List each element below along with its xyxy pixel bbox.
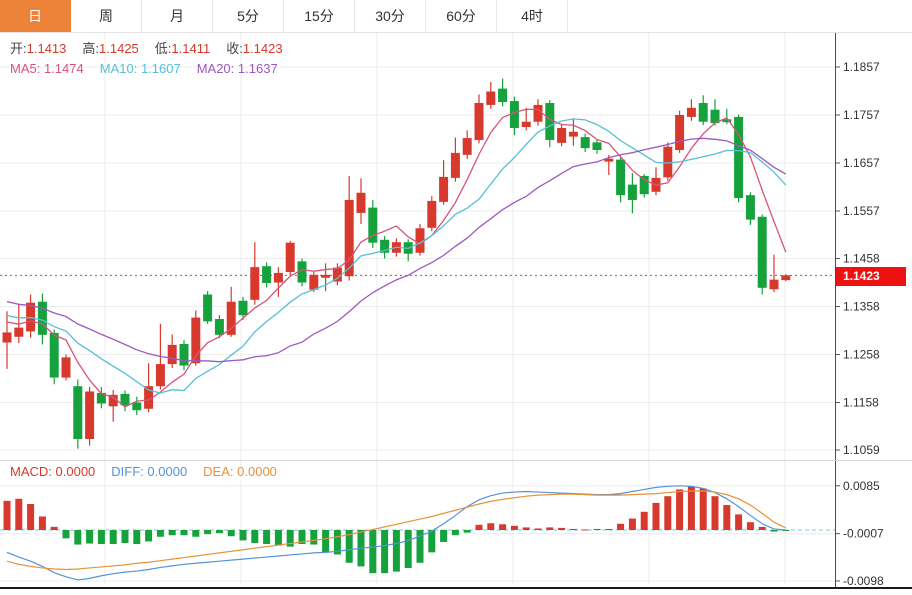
tab-day[interactable]: 日 [0,0,71,32]
tab-15min[interactable]: 15分 [284,0,355,32]
chart-bottom-border [0,587,912,589]
price-axis-labels: 1.1857 1.1757 1.1657 1.1557 1.1458 1.1358 1.12… [835,60,880,457]
timeframe-toolbar: 日 周 月 5分 15分 30分 60分 4时 [0,0,912,33]
tab-week[interactable]: 周 [71,0,142,32]
tab-week-label: 周 [99,8,113,24]
svg-text:-0.0007: -0.0007 [843,527,884,541]
panel-divider [0,460,912,461]
macd-axis-labels: 0.0085 -0.0007 -0.0098 [835,479,884,588]
tab-4hour-label: 4时 [521,8,543,24]
price-axis-border [835,32,836,588]
ma20-line [6,137,787,363]
svg-text:1.1557: 1.1557 [843,204,880,218]
svg-text:1.1059: 1.1059 [843,443,880,457]
tab-5min-label: 5分 [237,8,259,24]
svg-text:-0.0098: -0.0098 [843,574,884,588]
svg-text:1.1458: 1.1458 [843,252,880,266]
candles [2,78,791,449]
diff-line [6,485,786,581]
tab-month-label: 月 [170,8,184,24]
tab-4hour[interactable]: 4时 [497,0,568,32]
macd-histogram [3,486,790,574]
tab-month[interactable]: 月 [142,0,213,32]
gridlines [0,33,835,585]
tab-day-label: 日 [28,8,42,24]
svg-text:1.1757: 1.1757 [843,108,880,122]
ma5-line [6,108,787,408]
tab-60min[interactable]: 60分 [426,0,497,32]
svg-text:1.1258: 1.1258 [843,348,880,362]
tab-30min[interactable]: 30分 [355,0,426,32]
tab-15min-label: 15分 [304,8,334,24]
svg-text:1.1657: 1.1657 [843,156,880,170]
dea-line [6,490,787,571]
ma10-line [6,118,787,394]
tab-5min[interactable]: 5分 [213,0,284,32]
svg-text:1.1358: 1.1358 [843,300,880,314]
svg-text:1.1158: 1.1158 [843,396,879,410]
tab-30min-label: 30分 [375,8,405,24]
tab-60min-label: 60分 [446,8,476,24]
last-price-tag: 1.1423 [836,267,906,286]
svg-text:1.1857: 1.1857 [843,60,880,74]
svg-text:0.0085: 0.0085 [843,479,880,493]
